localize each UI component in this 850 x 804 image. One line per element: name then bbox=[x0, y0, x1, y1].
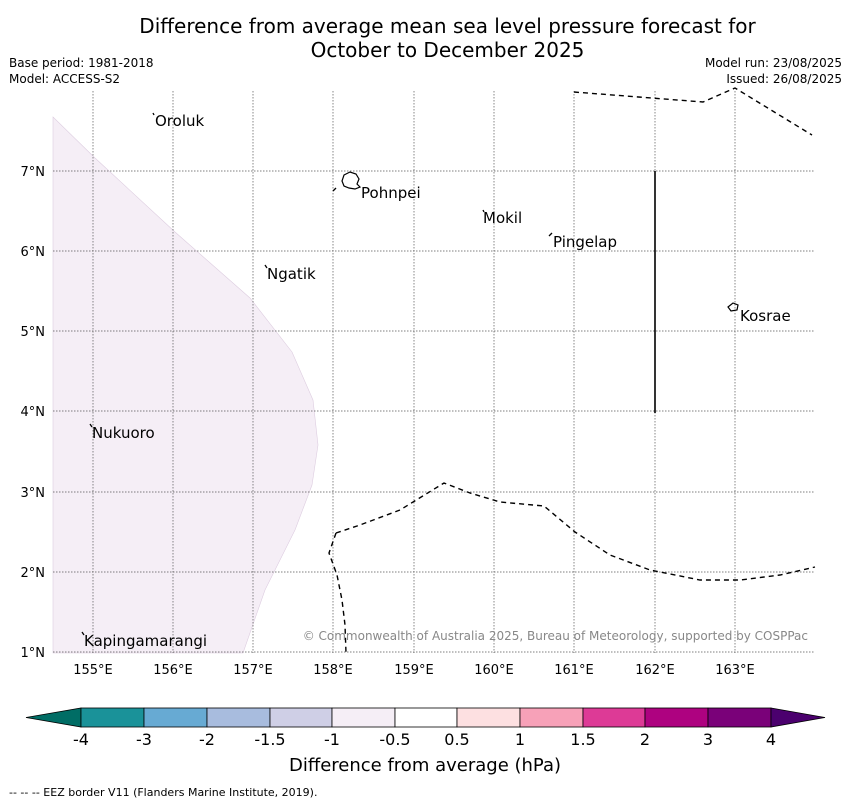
colorbar-title: Difference from average (hPa) bbox=[288, 755, 562, 776]
colorbar-label: -2 bbox=[199, 730, 215, 749]
islet-mark bbox=[482, 209, 485, 213]
svg-text:160°E: 160°E bbox=[474, 663, 514, 678]
colorbar-segment bbox=[456, 707, 521, 728]
pohnpei-island-outline bbox=[341, 171, 362, 190]
colorbar-label: 1.5 bbox=[570, 730, 596, 749]
model-run-text: Model run: 23/08/2025 bbox=[704, 56, 842, 70]
latitude-gridlines bbox=[53, 170, 815, 653]
svg-text:156°E: 156°E bbox=[153, 663, 193, 678]
islet-mark bbox=[89, 423, 93, 428]
place-label-pingelap: Pingelap bbox=[553, 233, 617, 251]
svg-text:2°N: 2°N bbox=[21, 566, 46, 581]
place-label-kapingamarangi: Kapingamarangi bbox=[84, 632, 207, 650]
svg-text:159°E: 159°E bbox=[394, 663, 434, 678]
svg-text:157°E: 157°E bbox=[233, 663, 273, 678]
colorbar-label: 1 bbox=[514, 730, 526, 749]
colorbar bbox=[25, 707, 826, 728]
svg-text:1°N: 1°N bbox=[21, 646, 46, 661]
colorbar-label: -1.5 bbox=[254, 730, 286, 749]
longitude-gridlines bbox=[92, 91, 736, 653]
base-period-text: Base period: 1981-2018 bbox=[9, 56, 154, 70]
place-label-ngatik: Ngatik bbox=[267, 265, 316, 283]
colorbar-segment bbox=[143, 707, 208, 728]
copyright-notice: © Commonwealth of Australia 2025, Bureau… bbox=[303, 629, 808, 643]
colorbar-segment bbox=[269, 707, 333, 728]
model-text: Model: ACCESS-S2 bbox=[9, 72, 121, 86]
place-label-kosrae: Kosrae bbox=[740, 307, 791, 325]
map-title-line-1: Difference from average mean sea level p… bbox=[139, 14, 756, 38]
colorbar-segment bbox=[206, 707, 271, 728]
colorbar-segment bbox=[394, 707, 458, 728]
svg-text:163°E: 163°E bbox=[715, 663, 755, 678]
colorbar-label: 4 bbox=[765, 730, 777, 749]
longitude-labels: 155°E 156°E 157°E 158°E 159°E 160°E 161°… bbox=[73, 663, 755, 678]
colorbar-label: 2 bbox=[639, 730, 651, 749]
map-title-line-2: October to December 2025 bbox=[310, 38, 585, 62]
islet-mark bbox=[152, 112, 155, 116]
colorbar-label: 3 bbox=[702, 730, 714, 749]
colorbar-segment bbox=[644, 707, 709, 728]
colorbar-label: -1 bbox=[324, 730, 340, 749]
svg-text:3°N: 3°N bbox=[21, 486, 46, 501]
colorbar-segment bbox=[331, 707, 396, 728]
colorbar-extend-low bbox=[25, 707, 82, 728]
latitude-labels: 7°N 6°N 5°N 4°N 3°N 2°N 1°N bbox=[21, 165, 46, 661]
place-label-nukuoro: Nukuoro bbox=[92, 424, 155, 442]
place-label-pohnpei: Pohnpei bbox=[361, 184, 421, 202]
colorbar-extend-high bbox=[770, 707, 826, 728]
svg-text:7°N: 7°N bbox=[21, 165, 46, 180]
islet-mark bbox=[264, 264, 268, 269]
colorbar-segment bbox=[80, 707, 145, 728]
colorbar-segment bbox=[519, 707, 584, 728]
issued-date-text: Issued: 26/08/2025 bbox=[726, 72, 842, 86]
svg-text:162°E: 162°E bbox=[635, 663, 675, 678]
svg-text:6°N: 6°N bbox=[21, 245, 46, 260]
colorbar-label: -3 bbox=[136, 730, 152, 749]
svg-text:4°N: 4°N bbox=[21, 405, 46, 420]
kosrae-island-outline bbox=[727, 302, 739, 312]
map-canvas: Oroluk Pohnpei Mokil Pingelap Ngatik Kos… bbox=[21, 87, 816, 678]
islet-mark bbox=[81, 631, 85, 636]
colorbar-segments bbox=[25, 707, 826, 728]
colorbar-label: -0.5 bbox=[379, 730, 411, 749]
colorbar-segment bbox=[582, 707, 646, 728]
islet-mark bbox=[332, 187, 337, 192]
svg-text:155°E: 155°E bbox=[73, 663, 113, 678]
islet-mark bbox=[548, 232, 553, 237]
eez-border-lines bbox=[328, 87, 816, 654]
svg-text:5°N: 5°N bbox=[21, 325, 46, 340]
place-label-mokil: Mokil bbox=[483, 209, 522, 227]
eez-legend-footnote: -- -- -- EEZ border V11 (Flanders Marine… bbox=[9, 786, 318, 799]
place-label-oroluk: Oroluk bbox=[155, 112, 204, 130]
svg-text:161°E: 161°E bbox=[554, 663, 594, 678]
colorbar-segment bbox=[707, 707, 772, 728]
svg-text:158°E: 158°E bbox=[313, 663, 353, 678]
colorbar-label: -4 bbox=[73, 730, 89, 749]
colorbar-label: 0.5 bbox=[444, 730, 470, 749]
